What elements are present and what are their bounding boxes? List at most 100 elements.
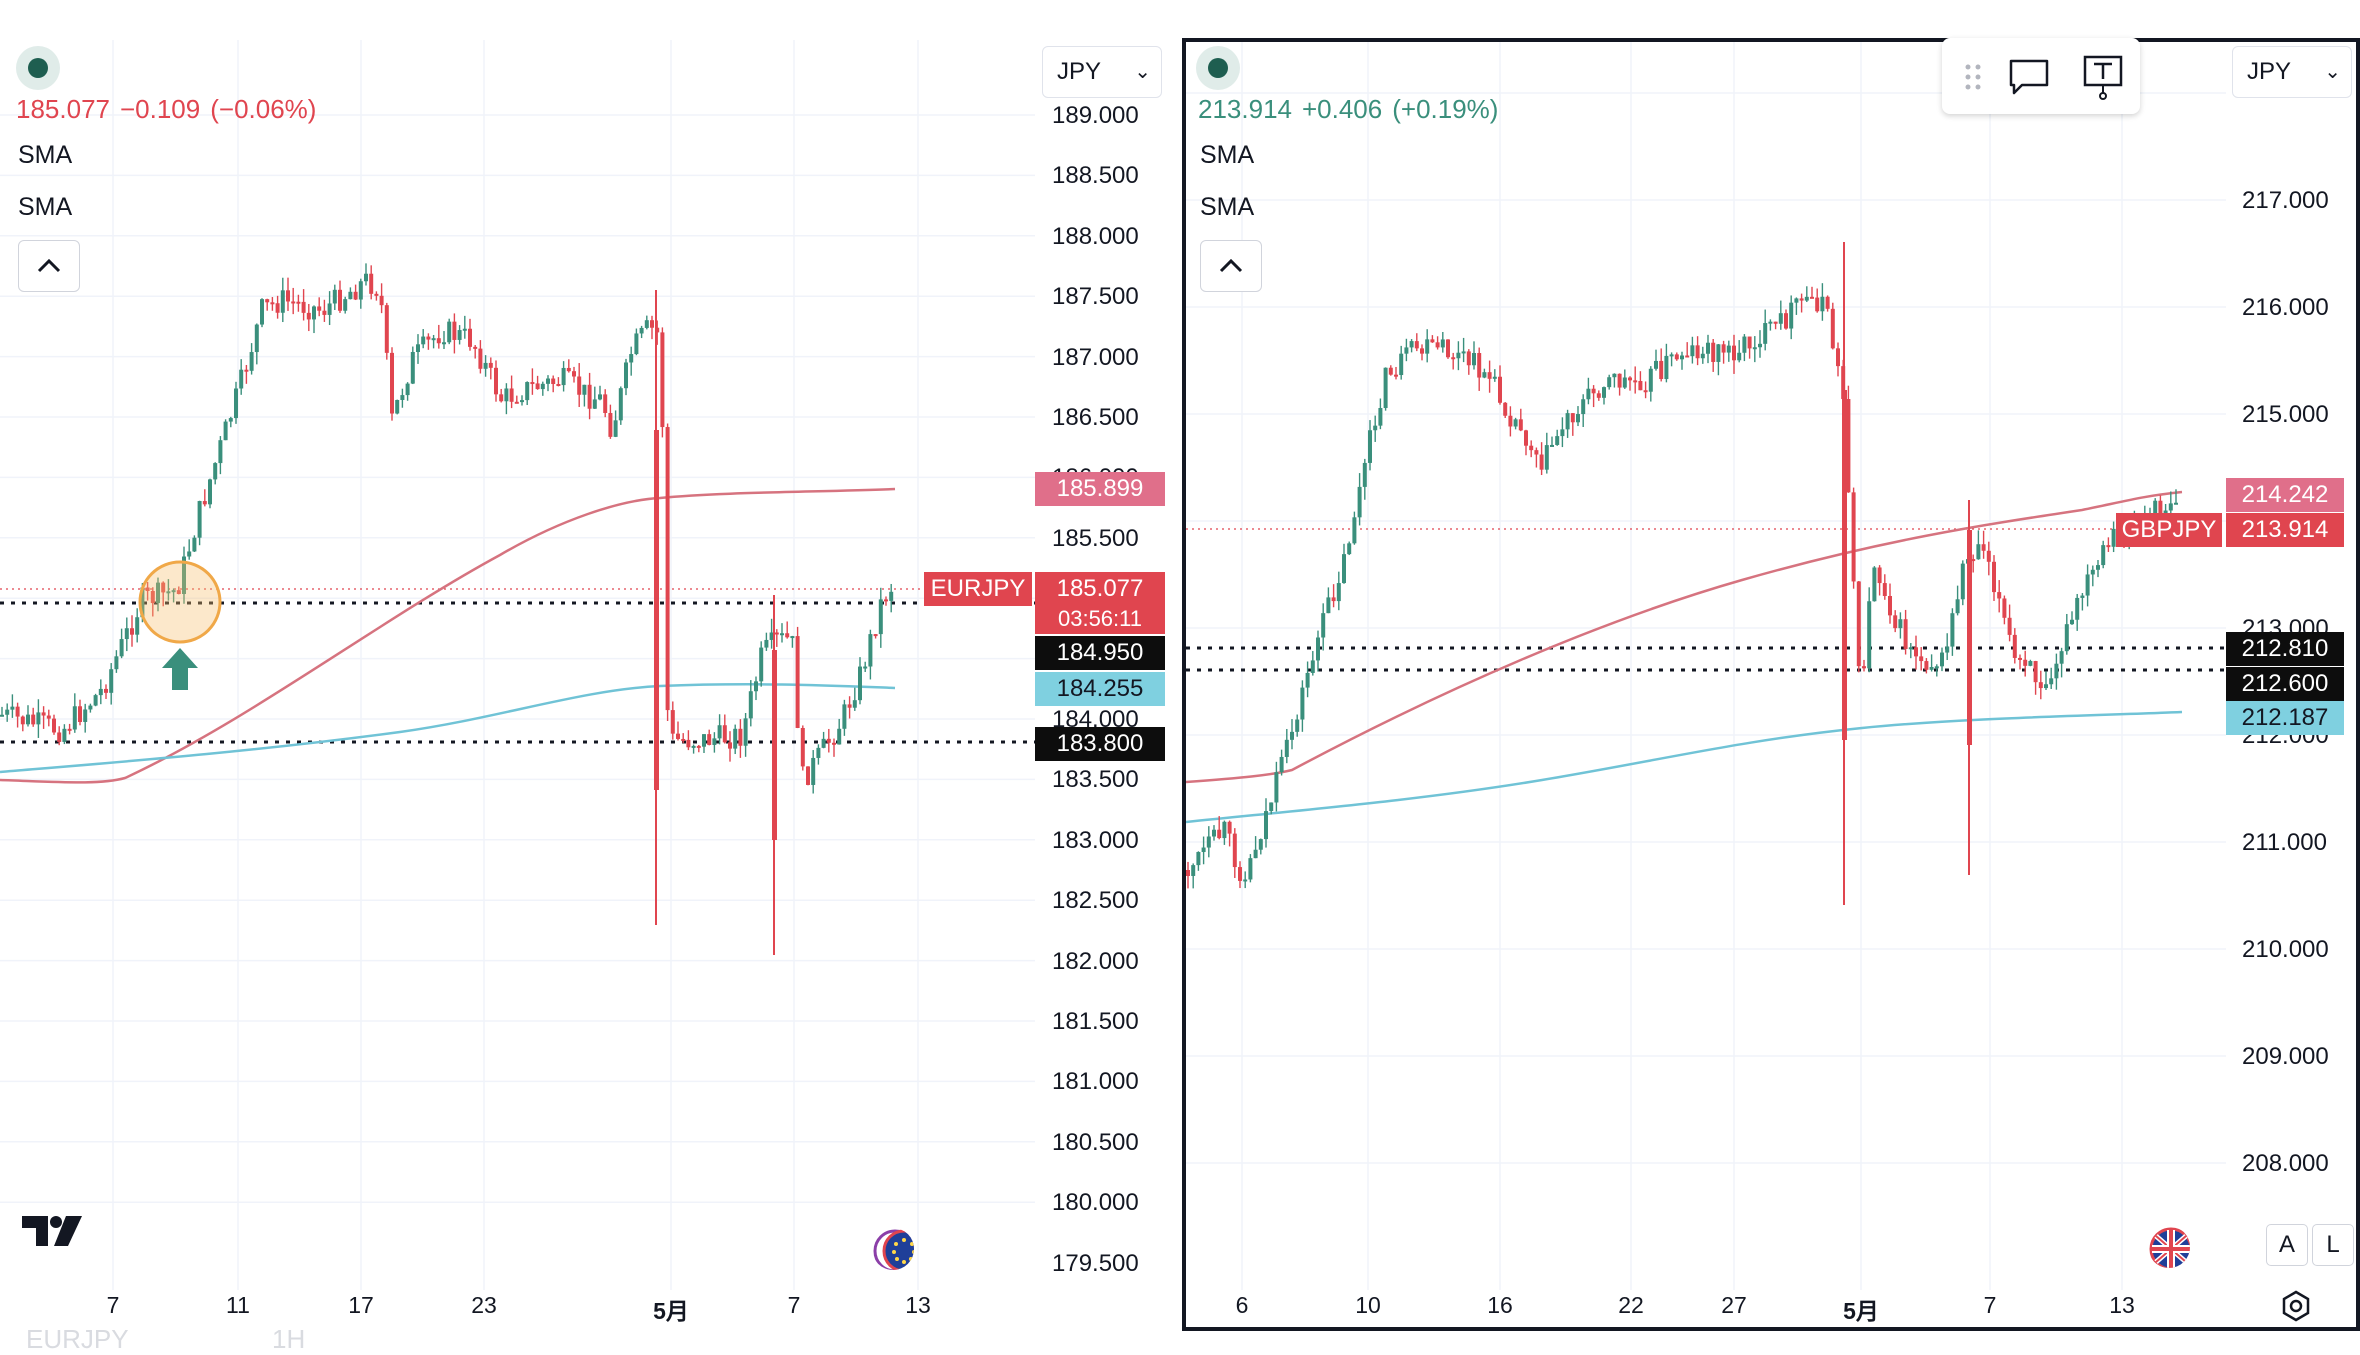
gbpjpy-candle (1321, 613, 1326, 638)
eurjpy-candle (629, 354, 634, 363)
gbpjpy-candle (1222, 821, 1227, 839)
gbpjpy-candle (1544, 445, 1549, 470)
gbpjpy-candle (1643, 390, 1648, 393)
eurjpy-chart-canvas[interactable] (0, 0, 1178, 1352)
gbpjpy-candle (1201, 847, 1206, 853)
gbpjpy-candle (1368, 430, 1372, 463)
chevron-up-icon (37, 258, 61, 273)
gbpjpy-candle (2012, 634, 2017, 658)
eurjpy-candle (223, 421, 228, 441)
settings-icon[interactable] (2278, 1288, 2314, 1324)
eurjpy-candle (249, 352, 254, 371)
eurjpy-price-line: 185.077 −0.109 (−0.06%) (16, 94, 326, 125)
sma-indicator-2[interactable]: SMA (18, 193, 73, 221)
gbpjpy-last-price: 213.914 (1198, 94, 1292, 124)
eurjpy-candle (868, 634, 873, 667)
eurjpy-candle (41, 712, 46, 716)
currency-select[interactable]: JPY ⌄ (1042, 46, 1162, 98)
gbpjpy-candle (1820, 296, 1825, 312)
collapse-legend-button[interactable] (18, 240, 80, 292)
eurjpy-candle (483, 362, 488, 369)
gbpjpy-candle (1706, 342, 1710, 354)
eurjpy-candle (416, 344, 420, 353)
sma-indicator-1[interactable]: SMA (18, 141, 73, 169)
eurjpy-candle (754, 681, 758, 692)
sma-indicator-1[interactable]: SMA (1200, 141, 1255, 169)
eurjpy-candle (442, 342, 446, 345)
eurjpy-candle (535, 383, 540, 390)
comment-icon[interactable] (2004, 52, 2054, 102)
eurjpy-candle (135, 617, 140, 635)
symbol-status-icon (16, 46, 60, 90)
gbpjpy-candle (1685, 355, 1690, 358)
eurjpy-candle (556, 384, 561, 387)
price-axis-label: 179.500 (1052, 1249, 1139, 1277)
gbpjpy-candle (1602, 387, 1606, 398)
eurjpy-candle (379, 295, 384, 306)
gbpjpy-candle (1264, 811, 1268, 840)
eurjpy-candle (46, 715, 51, 719)
gbpjpy-candle (2054, 663, 2059, 679)
eurjpy-candle (67, 728, 72, 731)
eurjpy-candle (187, 551, 192, 557)
sma-blue-tag: 184.255 (1035, 672, 1165, 706)
eurjpy-candle (78, 706, 82, 722)
gbpjpy-candle (2023, 659, 2028, 666)
gbpjpy-candle (2174, 502, 2178, 505)
gbpjpy-chart-canvas[interactable] (1182, 0, 2360, 1352)
gbpjpy-candle (1425, 339, 1430, 354)
drag-handle-icon[interactable] (1948, 52, 1998, 102)
symbol-status-icon (1196, 46, 1240, 90)
eurjpy-candle (743, 718, 748, 746)
auto-scale-button[interactable]: A (2266, 1224, 2308, 1266)
gbpjpy-candle (1440, 339, 1445, 348)
gbpjpy-candle (1555, 436, 1560, 445)
gbpjpy-candle (2168, 503, 2173, 511)
log-scale-button[interactable]: L (2312, 1224, 2354, 1266)
up-arrow-icon[interactable] (162, 648, 198, 690)
eurjpy-candle (275, 303, 280, 313)
text-note-icon[interactable] (2078, 52, 2128, 102)
level-tag-1: 184.950 (1035, 636, 1165, 670)
gbpjpy-candle (1934, 666, 1939, 669)
eurjpy-candle (525, 382, 530, 401)
highlight-circle[interactable] (138, 560, 222, 644)
gbpjpy-candle (2085, 574, 2090, 596)
eurjpy-candle (119, 639, 124, 657)
currency-select[interactable]: JPY ⌄ (2232, 46, 2352, 98)
eurjpy-change-pct: (−0.06%) (210, 94, 317, 124)
gbpjpy-candle (1466, 351, 1471, 366)
eurjpy-candle (114, 656, 119, 670)
eurjpy-candle (156, 582, 160, 604)
eurjpy-candle (182, 556, 186, 595)
gbpjpy-candle (1929, 666, 1934, 670)
gbpjpy-chart-pane[interactable]: 213.914 +0.406 (+0.19%) SMA SMA JPY ⌄ 217.… (1182, 0, 2360, 1352)
eurjpy-candle (369, 273, 374, 294)
eurjpy-candle (748, 691, 753, 719)
floating-toolbar[interactable] (1942, 38, 2140, 114)
eurjpy-candle (847, 704, 852, 708)
eurjpy-candle (811, 757, 816, 785)
gbpjpy-candle (1669, 354, 1674, 357)
eurjpy-candle (639, 327, 644, 334)
eu-flag-icon[interactable] (872, 1228, 914, 1270)
eurjpy-candle (670, 710, 675, 734)
time-axis-label: 16 (1487, 1292, 1513, 1318)
sma-blue-line (0, 683, 896, 774)
uk-flag-icon[interactable] (2148, 1226, 2190, 1268)
collapse-legend-button[interactable] (1200, 240, 1262, 292)
tradingview-logo-icon[interactable] (22, 1216, 86, 1248)
price-axis-label: 182.000 (1052, 947, 1139, 975)
eurjpy-candle (858, 666, 862, 701)
symbol-tag: GBPJPY (2116, 513, 2222, 547)
eurjpy-candle (166, 591, 171, 594)
eurjpy-chart-pane[interactable]: 185.077 −0.109 (−0.06%) SMA SMA JPY ⌄ 189.… (0, 0, 1178, 1354)
eurjpy-candle (676, 733, 680, 739)
sma-indicator-2[interactable]: SMA (1200, 193, 1255, 221)
eurjpy-candle (624, 362, 628, 389)
gbpjpy-candle (1331, 597, 1336, 602)
gbpjpy-candle (1560, 429, 1565, 437)
eurjpy-candle (473, 346, 478, 349)
eurjpy-change: −0.109 (119, 94, 201, 124)
eurjpy-candle (431, 338, 436, 341)
